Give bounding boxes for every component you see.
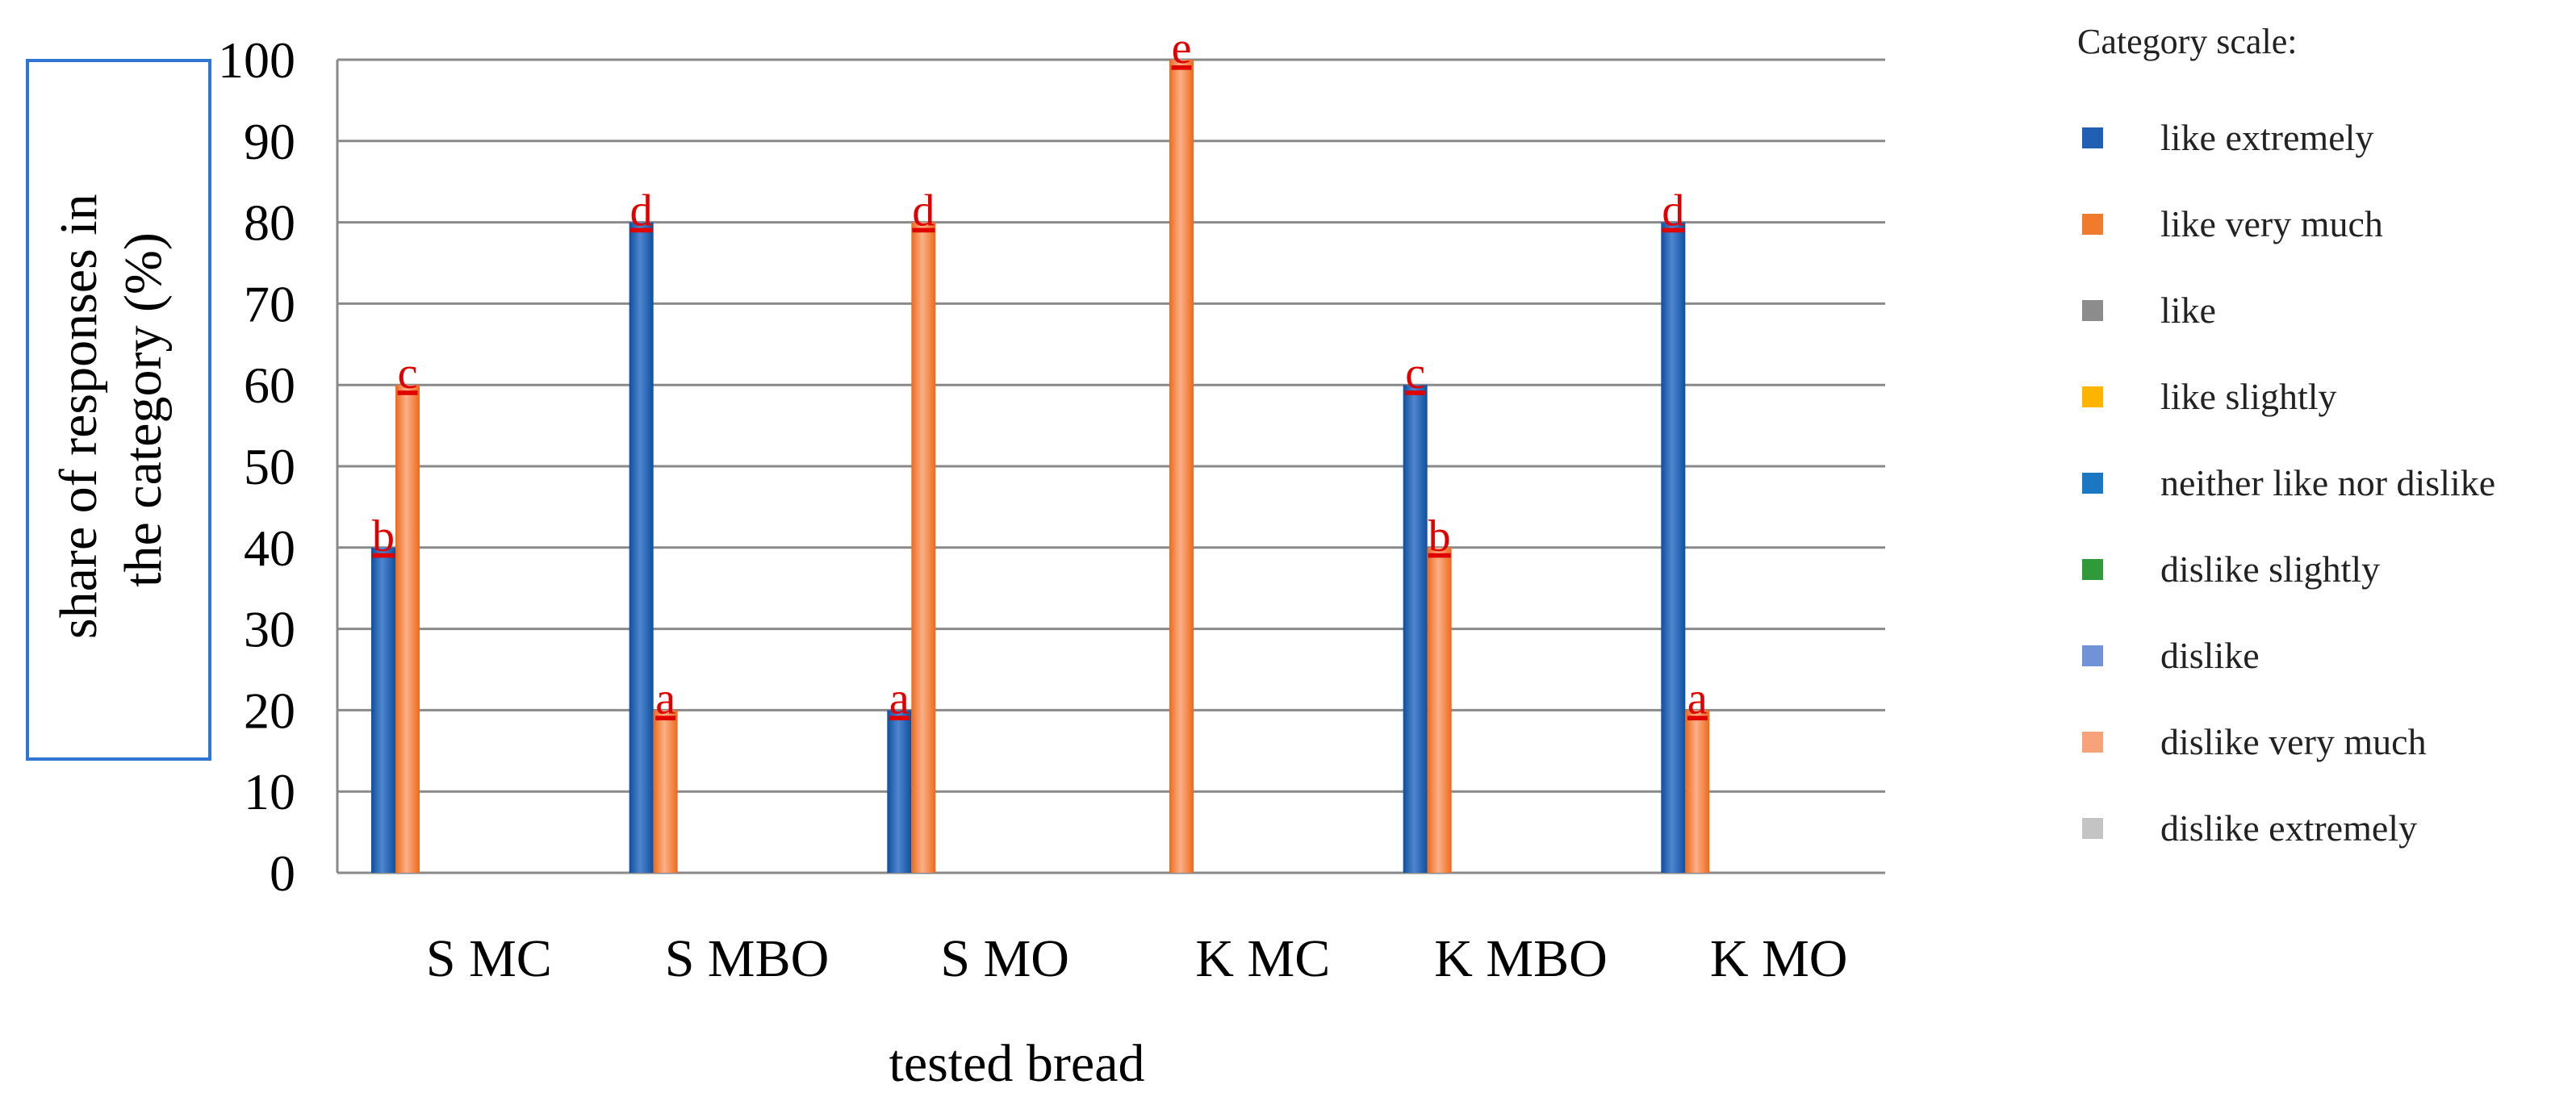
legend-label: neither like nor dislike: [2160, 462, 2495, 503]
bar-like-very-much: [395, 385, 420, 873]
x-category-label: K MO: [1710, 929, 1848, 988]
significance-label: d: [1662, 186, 1684, 236]
y-axis-title-line-1: share of responses in: [49, 194, 108, 639]
legend-swatch: [2082, 645, 2103, 666]
significance-label: d: [630, 186, 653, 236]
legend-swatch: [2082, 300, 2103, 321]
y-tick-label: 0: [270, 845, 295, 902]
x-category-label: S MO: [940, 929, 1069, 988]
legend-label: like: [2160, 290, 2216, 331]
y-tick-label: 80: [244, 194, 295, 252]
y-tick-label: 40: [244, 519, 295, 577]
x-axis-title: tested bread: [889, 1034, 1144, 1093]
legend-label: dislike slightly: [2160, 549, 2380, 590]
y-axis-title-box: [26, 59, 211, 761]
y-tick-label: 60: [244, 357, 295, 414]
bar-like-very-much: [911, 222, 936, 874]
y-tick-label: 50: [244, 438, 295, 495]
legend-label: like very much: [2160, 203, 2383, 244]
x-category-label: S MC: [426, 929, 552, 988]
significance-labels: b c d a a d e c b d a: [372, 23, 1708, 724]
bar-like-extremely: [629, 222, 654, 874]
legend-swatch: [2082, 386, 2103, 407]
bar-like-very-much: [653, 710, 678, 873]
legend-swatch: [2082, 818, 2103, 839]
y-tick-label: 10: [244, 763, 295, 820]
gridlines: [336, 58, 1885, 874]
y-tick-label: 100: [218, 31, 295, 89]
x-category-label: K MBO: [1434, 929, 1608, 988]
x-category-label: S MBO: [665, 929, 830, 988]
y-axis-ticks: 0 10 20 30 40 50 60 70 80 90 100: [218, 31, 295, 902]
significance-label: c: [398, 348, 418, 398]
bars: [371, 60, 1710, 874]
significance-label: d: [912, 186, 935, 236]
bar-like-extremely: [887, 710, 912, 873]
legend-swatch: [2082, 127, 2103, 148]
significance-label: a: [655, 674, 675, 724]
bar-like-extremely: [371, 547, 395, 873]
legend-label: dislike very much: [2160, 721, 2427, 762]
legend-label: like slightly: [2160, 376, 2337, 417]
x-category-label: K MC: [1195, 929, 1330, 988]
legend-swatch: [2082, 559, 2103, 580]
bar-like-very-much: [1685, 710, 1710, 873]
legend: Category scale: like extremely like very …: [2077, 22, 2495, 849]
x-axis-categories: S MC S MBO S MO K MC K MBO K MO: [426, 929, 1848, 988]
y-tick-label: 20: [244, 682, 295, 739]
significance-label: c: [1405, 348, 1425, 398]
legend-swatch: [2082, 214, 2103, 235]
legend-label: dislike: [2160, 635, 2260, 676]
legend-swatch: [2082, 732, 2103, 753]
bar-like-very-much: [1169, 60, 1194, 873]
significance-label: b: [372, 511, 395, 561]
y-tick-label: 90: [244, 113, 295, 170]
significance-label: a: [889, 674, 910, 724]
y-axis-title-line-2: the category (%): [114, 232, 173, 587]
legend-label: like extremely: [2160, 117, 2373, 158]
y-tick-label: 70: [244, 275, 295, 332]
significance-label: e: [1172, 23, 1192, 73]
legend-swatch: [2082, 473, 2103, 494]
significance-label: b: [1428, 511, 1451, 561]
bar-like-extremely: [1661, 222, 1686, 874]
bar-like-very-much: [1427, 547, 1452, 873]
y-axis-title: share of responses in the category (%): [49, 181, 173, 639]
legend-title: Category scale:: [2077, 22, 2297, 61]
legend-label: dislike extremely: [2160, 807, 2417, 849]
significance-label: a: [1687, 674, 1708, 724]
y-tick-label: 30: [244, 601, 295, 658]
bar-like-extremely: [1403, 385, 1428, 873]
